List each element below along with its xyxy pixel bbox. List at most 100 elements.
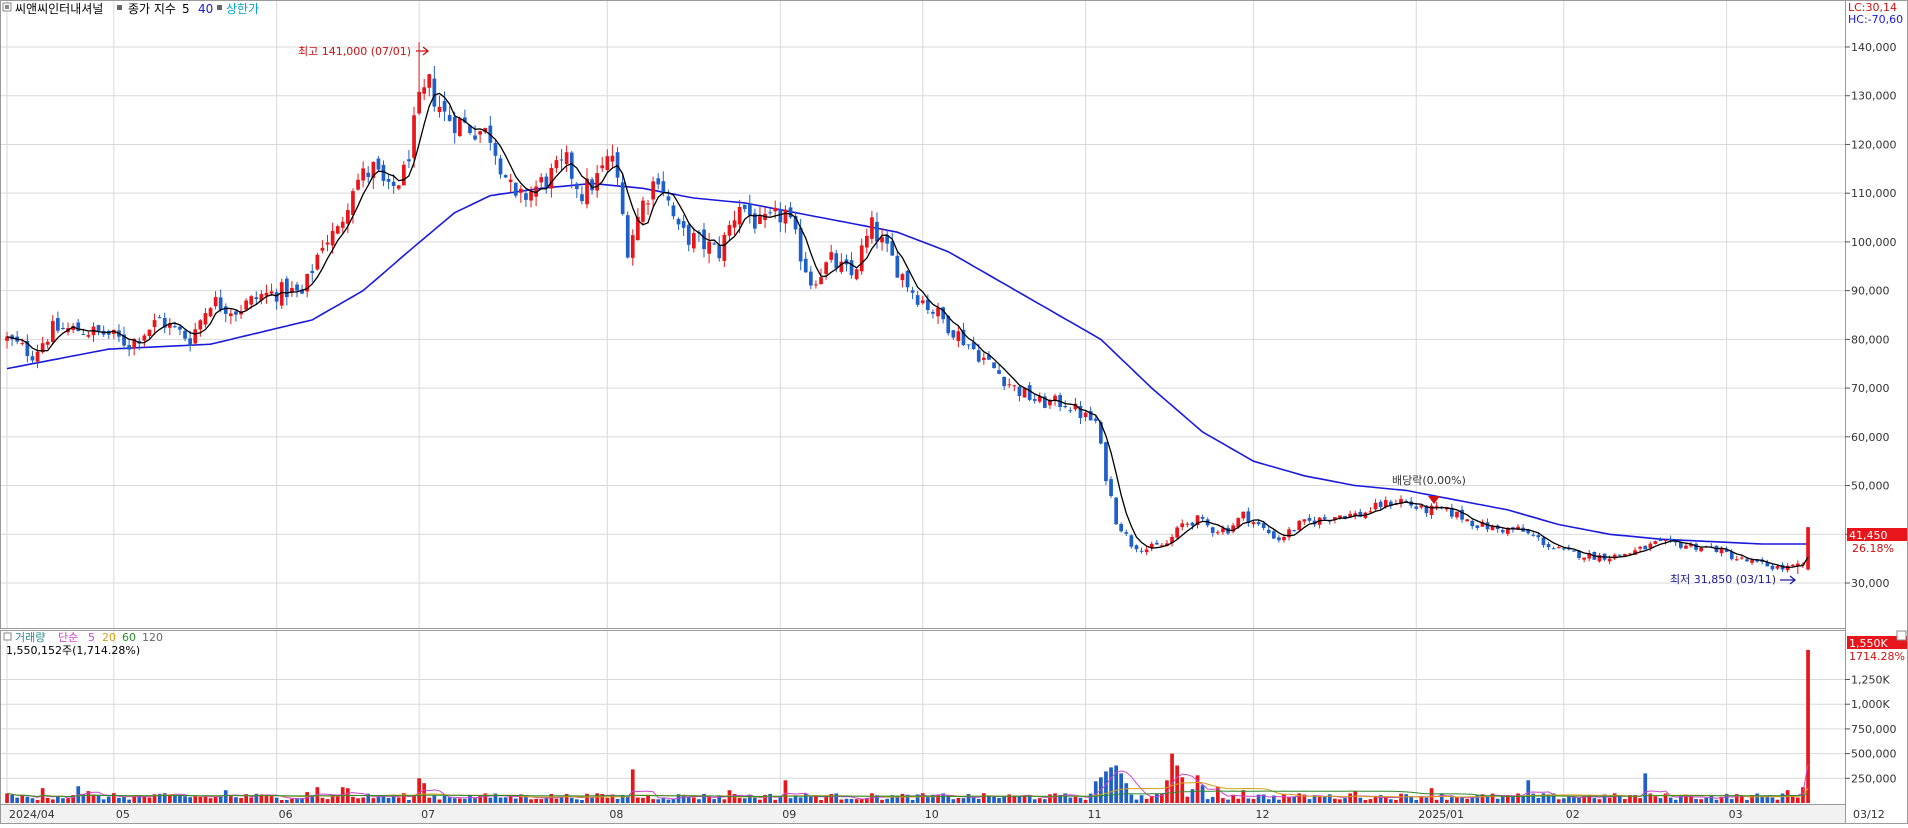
ma40-legend: 40 xyxy=(198,2,213,16)
volume-bar xyxy=(386,797,391,803)
candle-body xyxy=(753,213,757,229)
volume-current: 1,550K xyxy=(1849,637,1888,650)
volume-bar xyxy=(1348,793,1352,803)
candle-body xyxy=(25,340,30,356)
volume-bar xyxy=(865,798,869,803)
candle-body xyxy=(1465,519,1469,522)
candle-body xyxy=(1679,542,1683,548)
lc-readout: LC:30,14 xyxy=(1848,1,1897,14)
volume-bar xyxy=(325,799,330,803)
volume-bar xyxy=(1577,797,1581,803)
candle-body xyxy=(213,297,218,307)
volume-bar xyxy=(1562,798,1566,803)
candle-body xyxy=(1546,544,1551,548)
candle-body xyxy=(1292,530,1296,532)
candle-body xyxy=(1506,527,1510,534)
volume-bar xyxy=(1292,797,1296,803)
volume-bar xyxy=(961,798,966,803)
candle-body xyxy=(600,165,605,169)
candle-body xyxy=(513,182,518,196)
volume-panel-toggle-icon[interactable] xyxy=(1896,630,1907,641)
volume-bar xyxy=(1414,800,1419,803)
volume-bar xyxy=(641,797,645,803)
volume-bar xyxy=(1383,797,1388,803)
candle-body xyxy=(1633,550,1637,555)
candle-body xyxy=(620,182,625,214)
volume-bar xyxy=(656,799,661,803)
volume-bar xyxy=(1770,797,1775,803)
candle-body xyxy=(773,207,778,212)
volume-bar xyxy=(249,797,254,803)
candle-body xyxy=(1099,422,1103,444)
stock-name[interactable]: 씨앤씨인터내셔널 xyxy=(15,2,103,16)
candle-body xyxy=(1343,515,1347,519)
candle-body xyxy=(661,181,666,193)
candle-body xyxy=(1577,550,1581,558)
price-tick-label: 70,000 xyxy=(1851,382,1890,395)
volume-bar xyxy=(814,796,818,803)
candle-body xyxy=(610,155,615,162)
volume-bar xyxy=(707,797,711,803)
candle-body xyxy=(1043,396,1047,408)
candle-body xyxy=(554,160,559,169)
volume-bar xyxy=(1277,799,1281,803)
volume-bar xyxy=(575,799,579,803)
volume-bar xyxy=(966,794,971,803)
candle-body xyxy=(346,210,350,224)
volume-bar xyxy=(1567,796,1571,803)
candle-body xyxy=(1796,563,1800,566)
ma5-legend: 5 xyxy=(182,2,190,16)
price-tick-label: 110,000 xyxy=(1851,187,1897,200)
candle-body xyxy=(259,294,264,301)
volume-bar xyxy=(300,798,304,803)
volume-bar xyxy=(1521,796,1525,803)
date-tick-label: 09 xyxy=(782,808,796,821)
volume-bar xyxy=(595,793,599,803)
candle-body xyxy=(1210,527,1215,533)
candle-body xyxy=(1373,502,1378,510)
candle-body xyxy=(122,334,126,346)
volume-bar xyxy=(1144,798,1149,803)
volume-bar xyxy=(1261,794,1266,803)
candle-body xyxy=(585,178,589,205)
candle-body xyxy=(71,326,75,330)
volume-bar xyxy=(1007,794,1012,803)
volume-bar xyxy=(1200,785,1205,803)
candle-body xyxy=(1109,479,1113,496)
candle-body xyxy=(854,269,859,280)
volume-bar xyxy=(437,799,442,803)
volume-bar xyxy=(1775,799,1780,803)
volume-ticks: 250,000 500,000 750,000 1,000K 1,250K xyxy=(1845,674,1897,785)
volume-bar xyxy=(885,798,889,803)
candle-body xyxy=(81,334,86,335)
candle-body xyxy=(1063,406,1068,408)
candle-body xyxy=(1424,505,1429,514)
volume-bar xyxy=(742,798,747,803)
candle-body xyxy=(966,344,971,346)
volume-bar xyxy=(1673,799,1678,803)
volume-bar xyxy=(834,793,839,803)
candle-body xyxy=(1012,385,1017,387)
volume-bar xyxy=(1139,795,1144,803)
candle-body xyxy=(1017,386,1022,396)
candle-body xyxy=(127,345,131,350)
volume-bar xyxy=(905,794,910,803)
volume-bar xyxy=(1419,797,1424,803)
volume-bar xyxy=(1750,795,1754,803)
candle-body xyxy=(926,299,930,310)
volume-bar xyxy=(875,795,879,803)
volume-bar xyxy=(351,796,355,803)
volume-bar xyxy=(900,793,905,803)
volume-bar xyxy=(1231,794,1235,803)
candle-body xyxy=(692,233,696,249)
volume-bar xyxy=(982,793,986,803)
candle-body xyxy=(1032,399,1037,401)
candle-body xyxy=(1694,543,1698,550)
candle-body xyxy=(1083,412,1088,418)
volume-bar xyxy=(473,798,477,803)
candle-body xyxy=(778,209,783,223)
candle-body xyxy=(651,181,655,200)
candle-body xyxy=(656,178,661,185)
volume-bar xyxy=(753,797,757,803)
